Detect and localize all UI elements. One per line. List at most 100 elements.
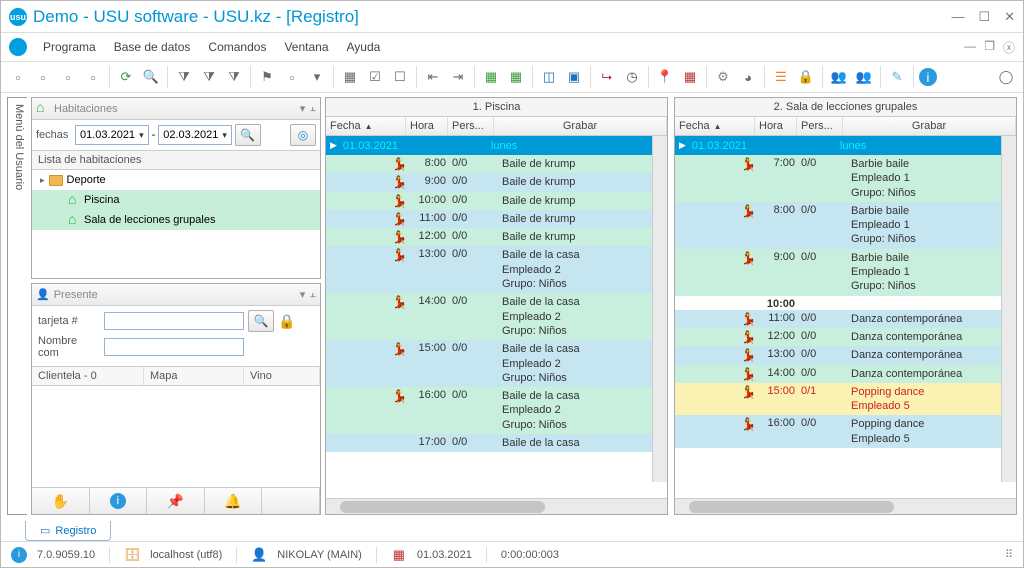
schedule-row[interactable]: 💃10:000/0Baile de krump [326,192,667,210]
minimize-button[interactable]: — [951,9,964,25]
pin-icon[interactable]: ▾ [300,288,306,301]
col-hora[interactable]: Hora [755,117,797,135]
col-pers[interactable]: Pers... [797,117,843,135]
menu-ayuda[interactable]: Ayuda [339,38,389,56]
pin2-icon[interactable]: ⫠ [309,102,316,115]
empty-button[interactable] [262,488,320,514]
tb-calendar-icon[interactable]: ▦ [679,66,701,88]
tb-exit-icon[interactable]: ⮡ [596,66,618,88]
schedule-row[interactable]: 17:000/0Baile de la casa [326,434,667,452]
hscrollbar[interactable] [675,498,1016,514]
schedule-row[interactable]: 💃8:000/0Barbie baileEmpleado 1Grupo: Niñ… [675,202,1016,249]
tb-help-icon[interactable]: ◯ [995,66,1017,88]
maximize-button[interactable]: ☐ [978,9,990,25]
schedule-row[interactable]: 💃16:000/0Baile de la casaEmpleado 2Grupo… [326,387,667,434]
schedule-row[interactable]: 💃8:000/0Baile de krump [326,155,667,173]
vscrollbar[interactable] [1001,136,1016,482]
menu-comandos[interactable]: Comandos [200,38,274,56]
hand-button[interactable]: ✋ [32,488,90,514]
tb-export-icon[interactable]: ⇥ [447,66,469,88]
side-tab-user-menu[interactable]: Menú del Usuario [7,97,27,515]
tb-users2-icon[interactable]: 👥 [853,66,875,88]
vscrollbar[interactable] [652,136,667,482]
name-input[interactable] [104,338,244,356]
tb-check-icon[interactable]: ☑ [364,66,386,88]
date-to-input[interactable]: 02.03.2021▾ [158,125,232,145]
tb-filter3-icon[interactable]: ⧩ [223,66,245,88]
tb-copy-icon[interactable]: ▫ [32,66,54,88]
tb-refresh-icon[interactable]: ⟳ [115,66,137,88]
close-button[interactable]: ✕ [1004,9,1015,25]
tb-uncheck-icon[interactable]: ☐ [389,66,411,88]
pin-button[interactable]: 📌 [147,488,205,514]
pin2-icon[interactable]: ⫠ [309,288,316,301]
schedule-row[interactable]: 💃12:000/0Baile de krump [326,228,667,246]
tb-info-icon[interactable]: i [919,68,937,86]
schedule-row[interactable]: 💃16:000/0Popping danceEmpleado 5 [675,415,1016,448]
tb-image-icon[interactable]: ▫ [281,66,303,88]
day-header[interactable]: ▶01.03.2021lunes [675,136,1016,155]
tb-screen-icon[interactable]: ▣ [563,66,585,88]
tb-pin-icon[interactable]: 📍 [654,66,676,88]
schedule-row[interactable]: 💃14:000/0Baile de la casaEmpleado 2Grupo… [326,293,667,340]
pin-icon[interactable]: ▾ [300,102,306,115]
schedule-row[interactable]: 💃9:000/0Baile de krump [326,173,667,191]
tb-color-icon[interactable]: ◕ [737,66,759,88]
mdi-minimize-button[interactable]: — [964,39,976,56]
schedule-row[interactable]: 10:00 [675,296,1016,310]
tb-gear-icon[interactable]: ⚙ [712,66,734,88]
tb-filter2-icon[interactable]: ⧩ [198,66,220,88]
schedule-row[interactable]: 💃15:000/1Popping danceEmpleado 5 [675,383,1016,416]
schedule-row[interactable]: 💃13:000/0Danza contemporánea [675,346,1016,364]
info-button[interactable]: i [90,488,148,514]
schedule-row[interactable]: 💃9:000/0Barbie baileEmpleado 1Grupo: Niñ… [675,249,1016,296]
bell-button[interactable]: 🔔 [205,488,263,514]
schedule-row[interactable]: 💃11:000/0Danza contemporánea [675,310,1016,328]
tb-import-icon[interactable]: ⇤ [422,66,444,88]
date-search-button[interactable]: 🔍 [235,124,261,146]
schedule-row[interactable]: 💃13:000/0Baile de la casaEmpleado 2Grupo… [326,246,667,293]
tb-grid-icon[interactable]: ▦ [339,66,361,88]
tb-excel1-icon[interactable]: ▦ [480,66,502,88]
col-pers[interactable]: Pers... [448,117,494,135]
mdi-close-button[interactable]: ⓧ [1003,39,1015,56]
grid-col-vino[interactable]: Vino [244,367,320,385]
tb-window-icon[interactable]: ◫ [538,66,560,88]
tree-item-sala[interactable]: Sala de lecciones grupales [32,210,320,230]
col-fecha[interactable]: Fecha▲ [675,117,755,135]
col-fecha[interactable]: Fecha▲ [326,117,406,135]
grid-col-clientela[interactable]: Clientela - 0 [32,367,144,385]
col-grabar[interactable]: Grabar [494,117,667,135]
day-header[interactable]: ▶01.03.2021lunes [326,136,667,155]
menu-ventana[interactable]: Ventana [276,38,336,56]
tb-save-icon[interactable]: ▫ [82,66,104,88]
tb-flag-icon[interactable]: ⚑ [256,66,278,88]
menu-programa[interactable]: Programa [35,38,104,56]
card-input[interactable] [104,312,244,330]
schedule-row[interactable]: 💃7:000/0Barbie baileEmpleado 1Grupo: Niñ… [675,155,1016,202]
tb-rss-icon[interactable]: ☰ [770,66,792,88]
schedule-row[interactable]: 💃12:000/0Danza contemporánea [675,328,1016,346]
tb-edit-icon[interactable]: ▫ [57,66,79,88]
tb-drop-icon[interactable]: ▾ [306,66,328,88]
card-search-button[interactable]: 🔍 [248,310,274,332]
tb-filter1-icon[interactable]: ⧩ [173,66,195,88]
tb-search-icon[interactable]: 🔍 [140,66,162,88]
hscrollbar[interactable] [326,498,667,514]
date-target-button[interactable]: ◎ [290,124,316,146]
col-grabar[interactable]: Grabar [843,117,1016,135]
tb-new-icon[interactable]: ▫ [7,66,29,88]
mdi-restore-button[interactable]: ❐ [984,39,995,56]
tree-item-piscina[interactable]: Piscina [32,190,320,210]
tb-wand-icon[interactable]: ✎ [886,66,908,88]
date-from-input[interactable]: 01.03.2021▾ [75,125,149,145]
col-hora[interactable]: Hora [406,117,448,135]
schedule-row[interactable]: 💃11:000/0Baile de krump [326,210,667,228]
lock-icon[interactable]: 🔒 [278,313,295,330]
tb-clock-icon[interactable]: ◷ [621,66,643,88]
schedule-row[interactable]: 💃15:000/0Baile de la casaEmpleado 2Grupo… [326,340,667,387]
tree-root-deporte[interactable]: ▸ Deporte [32,170,320,190]
menu-basedatos[interactable]: Base de datos [106,38,199,56]
tb-excel2-icon[interactable]: ▦ [505,66,527,88]
grid-col-mapa[interactable]: Mapa [144,367,244,385]
